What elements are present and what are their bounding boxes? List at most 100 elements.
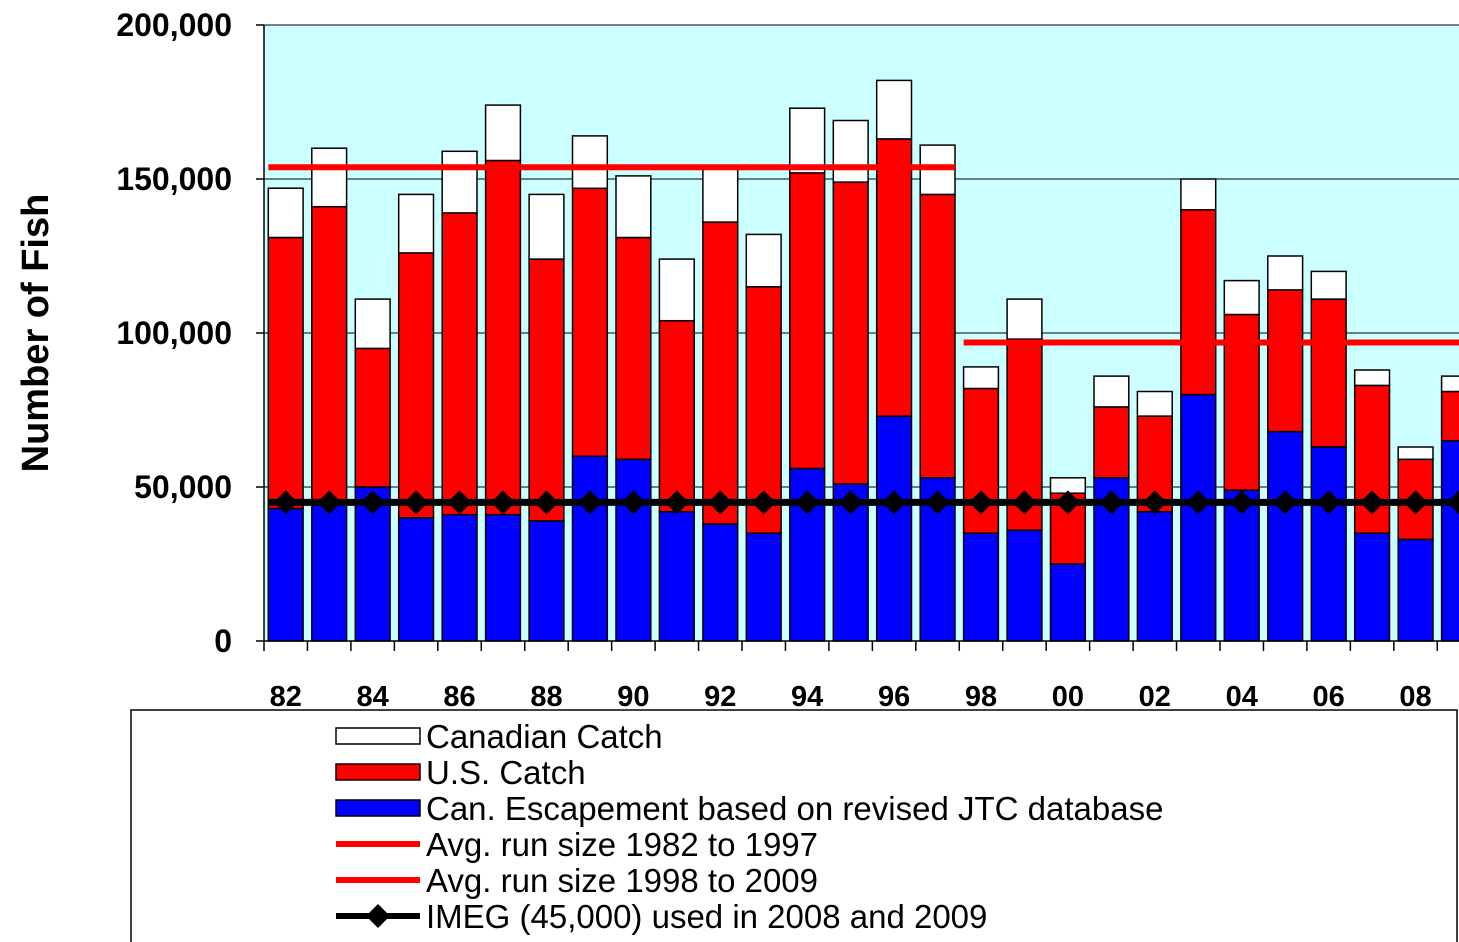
x-tick-label: 08: [1399, 681, 1431, 713]
imeg-marker: [1360, 490, 1385, 515]
bar-canadian-catch: [484, 104, 522, 162]
bar-escapement: [745, 532, 782, 642]
bar-canadian-catch: [658, 258, 695, 322]
bar-escapement: [528, 520, 565, 642]
bar-canadian-catch: [962, 366, 1000, 390]
imeg-marker: [1229, 490, 1254, 515]
imeg-marker: [925, 490, 950, 515]
x-tick-label: 82: [270, 681, 302, 713]
imeg-marker: [1142, 490, 1167, 515]
bar-canadian-catch: [354, 298, 391, 350]
imeg-marker: [1012, 490, 1037, 515]
bar-canadian-catch: [789, 107, 826, 174]
bar-canadian-catch: [875, 79, 913, 140]
imeg-marker: [751, 490, 776, 515]
bar-escapement: [615, 458, 652, 642]
bar-canadian-catch: [1353, 369, 1391, 387]
bar-us-catch: [571, 187, 609, 457]
bar-canadian-catch: [1223, 279, 1260, 316]
x-tick-label: 00: [1052, 681, 1084, 713]
bar-canadian-catch: [1310, 270, 1347, 300]
bar-canadian-catch: [397, 193, 435, 254]
bar-us-catch: [1440, 390, 1459, 442]
bar-us-catch: [702, 221, 739, 525]
legend-label: Avg. run size 1982 to 1997: [426, 826, 818, 863]
bar-us-catch: [1310, 298, 1347, 448]
x-tick-label: 06: [1313, 681, 1345, 713]
bar-escapement: [1136, 510, 1173, 642]
bar-canadian-catch: [1093, 375, 1130, 408]
imeg-marker: [708, 490, 733, 515]
bar-canadian-catch: [615, 175, 652, 239]
bar-us-catch: [397, 252, 435, 519]
x-tick-labels: 82 84 86 88 90 92 94 96 98 00 02 04 06 08: [270, 681, 1432, 713]
y-axis-label: Number of Fish: [15, 194, 57, 473]
bar-escapement: [397, 517, 435, 642]
x-tick-label: 02: [1139, 681, 1171, 713]
legend-label: Canadian Catch: [426, 718, 663, 755]
bar-canadian-catch: [441, 150, 478, 214]
imeg-marker: [360, 490, 385, 515]
bar-canadian-catch: [1397, 446, 1434, 461]
x-tick-label: 90: [617, 681, 649, 713]
bar-us-catch: [658, 319, 695, 513]
imeg-marker: [969, 490, 993, 515]
x-tick-label: 96: [878, 681, 910, 713]
bar-escapement: [1353, 532, 1391, 642]
bar-us-catch: [615, 236, 652, 461]
axes: [256, 24, 1459, 651]
imeg-marker: [491, 490, 515, 515]
bar-us-catch: [441, 212, 478, 516]
imeg-marker: [447, 490, 472, 515]
bar-canadian-catch: [1267, 255, 1304, 291]
bar-canadian-catch: [745, 233, 782, 288]
bar-us-catch: [1267, 289, 1304, 433]
y-tick-labels: 0 50,000 100,000 150,000 200,000: [116, 7, 232, 659]
imeg-marker: [1273, 490, 1298, 515]
x-tick-label: 04: [1226, 681, 1258, 713]
legend-swatch: [335, 727, 421, 745]
bar-escapement: [1267, 430, 1304, 642]
stacked-bars: [267, 79, 1459, 642]
bar-us-catch: [267, 236, 304, 510]
bar-us-catch: [1093, 406, 1130, 479]
bar-escapement: [875, 415, 913, 642]
legend-label: Can. Escapement based on revised JTC dat…: [426, 790, 1163, 827]
imeg-marker: [1316, 490, 1341, 515]
bar-canadian-catch: [1440, 375, 1459, 393]
legend-swatch: [335, 799, 421, 817]
legend-swatch: [335, 763, 421, 781]
bar-canadian-catch: [832, 119, 869, 183]
bar-us-catch: [789, 172, 826, 470]
bar-escapement: [1310, 446, 1347, 642]
imeg-marker: [795, 490, 820, 515]
imeg-marker: [577, 490, 602, 515]
bar-escapement: [1440, 440, 1459, 642]
bar-us-catch: [354, 347, 391, 488]
y-tick-label: 0: [214, 623, 232, 659]
y-tick-label: 100,000: [116, 315, 232, 351]
bar-us-catch: [832, 181, 869, 485]
bar-us-catch: [919, 193, 956, 479]
imeg-marker: [1403, 490, 1428, 515]
imeg-marker: [317, 490, 342, 515]
legend-marker: [366, 904, 390, 928]
bar-escapement: [1180, 393, 1217, 642]
bar-us-catch: [962, 387, 1000, 534]
legend-label: Avg. run size 1998 to 2009: [426, 862, 818, 899]
bar-escapement: [1223, 489, 1260, 642]
bar-canadian-catch: [528, 193, 565, 260]
imeg-marker: [273, 490, 298, 515]
bar-us-catch: [311, 205, 348, 504]
bar-escapement: [571, 455, 609, 642]
y-tick-label: 50,000: [134, 469, 232, 505]
imeg-marker: [1447, 490, 1459, 515]
bar-escapement: [702, 523, 739, 642]
legend-box: [130, 709, 1458, 942]
x-tick-label: 88: [530, 681, 562, 713]
x-tick-label: 86: [443, 681, 475, 713]
bar-escapement: [1397, 538, 1434, 642]
imeg-marker: [1055, 490, 1080, 515]
